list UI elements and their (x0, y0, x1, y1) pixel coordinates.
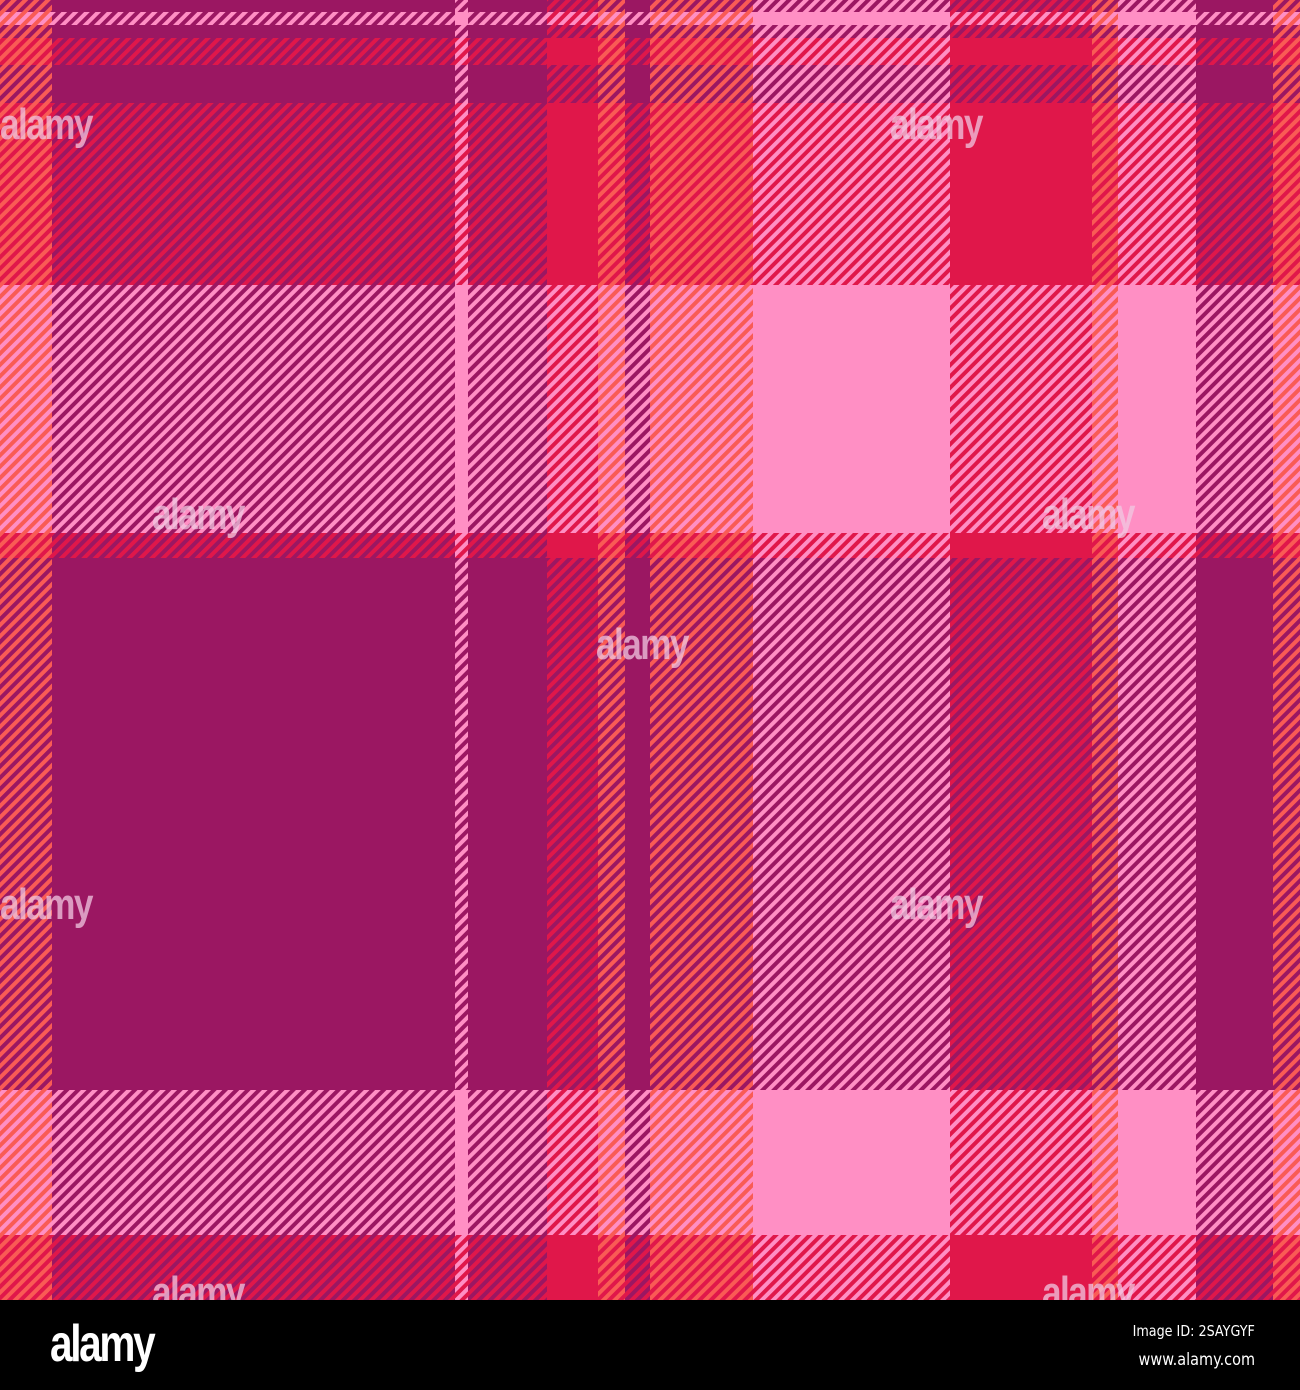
vertical-band-pink (455, 0, 468, 1300)
vertical-band-crimson (950, 0, 1092, 1300)
vertical-band-purple (1196, 0, 1273, 1300)
footer-bar: alamy Image ID: 2SAYGYF www.alamy.com (0, 1300, 1300, 1390)
website-link: www.alamy.com (1138, 1350, 1255, 1370)
vertical-band-purple (625, 0, 650, 1300)
plaid-pattern (0, 0, 1300, 1300)
vertical-band-coral (1273, 0, 1300, 1300)
vertical-band-coral (598, 0, 625, 1300)
vertical-band-coral (1092, 0, 1118, 1300)
vertical-band-purple (52, 0, 455, 1300)
alamy-logo: alamy (50, 1315, 156, 1373)
vertical-band-pink (1118, 0, 1196, 1300)
vertical-band-pink (753, 0, 950, 1300)
vertical-band-purple (468, 0, 547, 1300)
image-id: Image ID: 2SAYGYF (1132, 1322, 1255, 1340)
vertical-band-coral (650, 0, 753, 1300)
vertical-band-crimson (547, 0, 598, 1300)
vertical-band-coral (0, 0, 52, 1300)
